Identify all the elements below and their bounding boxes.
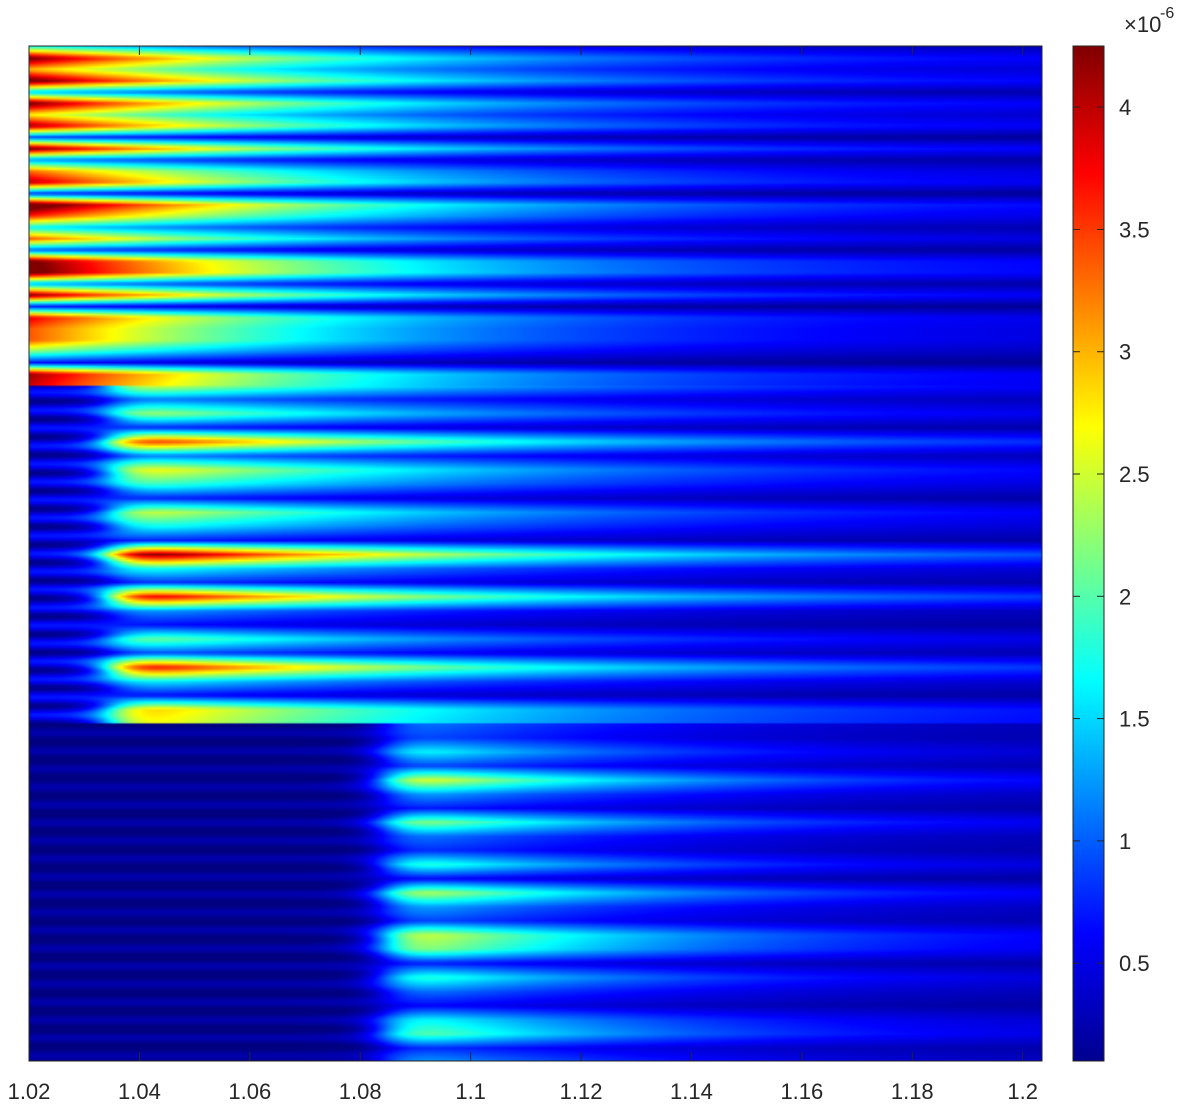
colorbar-exponent: -6 <box>1160 5 1174 22</box>
colorbar-tick-label: 1.5 <box>1119 707 1150 732</box>
colorbar-frame <box>1072 45 1105 1062</box>
colorbar-tick-label: 3 <box>1119 340 1131 365</box>
x-tick-label: 1.1 <box>455 1079 486 1104</box>
colorbar: 0.5 1 1.5 2 2.5 3 3.5 4 ×10 -6 <box>1072 5 1174 1062</box>
colorbar-tick-label: 4 <box>1119 95 1131 120</box>
heatmap-image <box>29 46 1042 1061</box>
x-tick-label: 1.18 <box>891 1079 934 1104</box>
colorbar-tick-label: 0.5 <box>1119 951 1150 976</box>
colorbar-fill <box>1073 46 1104 1061</box>
x-tick-label: 1.16 <box>780 1079 823 1104</box>
colorbar-multiplier: ×10 <box>1124 12 1161 37</box>
plot-frame <box>28 45 1043 1062</box>
x-tick-label: 1.08 <box>339 1079 382 1104</box>
heatmap-plot-area <box>28 45 1043 1062</box>
x-tick-label: 1.06 <box>228 1079 271 1104</box>
x-axis: 1.02 1.04 1.06 1.08 1.1 1.12 1.14 1.16 1.18 1.2 <box>8 46 1038 1104</box>
x-tick-label: 1.12 <box>560 1079 603 1104</box>
x-tick-label: 1.14 <box>670 1079 713 1104</box>
x-tick-label: 1.2 <box>1007 1079 1038 1104</box>
x-tick-label: 1.04 <box>118 1079 161 1104</box>
colorbar-tick-label: 1 <box>1119 829 1131 854</box>
colorbar-ticks: 0.5 1 1.5 2 2.5 3 3.5 4 <box>1073 95 1150 976</box>
colorbar-tick-label: 3.5 <box>1119 217 1150 242</box>
colorbar-tick-label: 2 <box>1119 584 1131 609</box>
x-tick-label: 1.02 <box>8 1079 51 1104</box>
colorbar-tick-label: 2.5 <box>1119 462 1150 487</box>
